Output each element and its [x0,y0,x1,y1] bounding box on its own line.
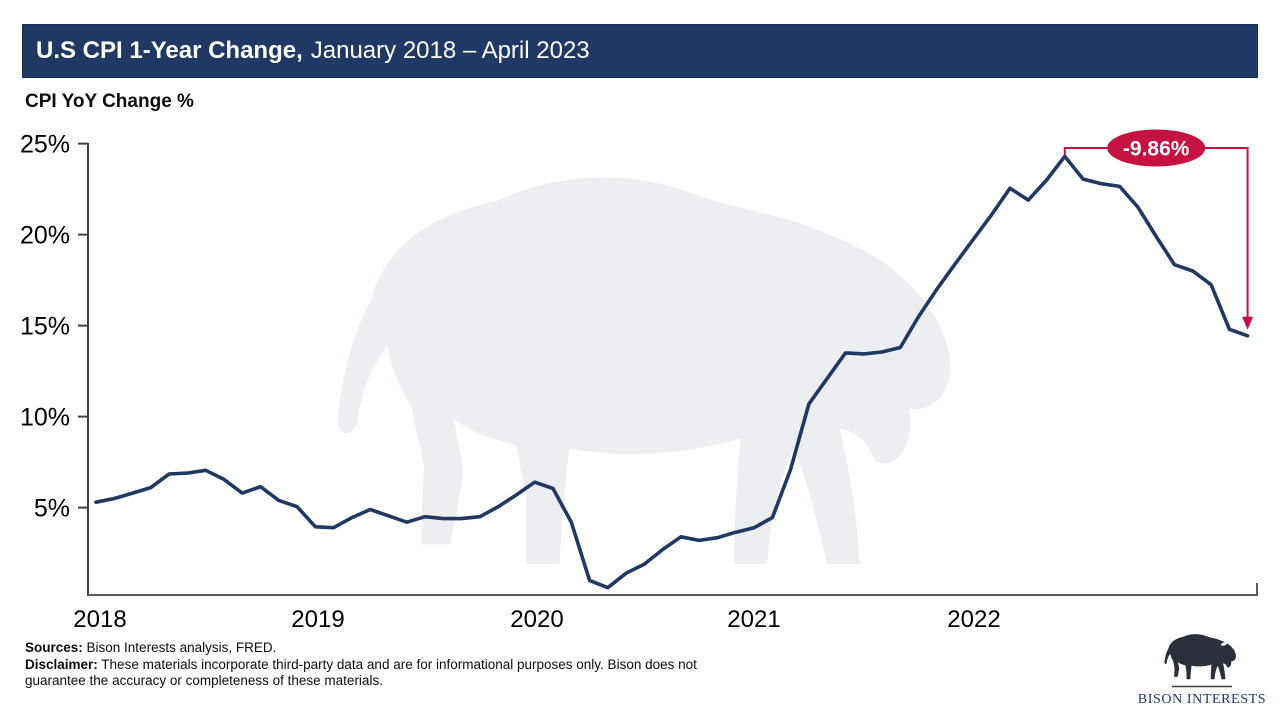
y-tick-label-20: 20% [20,222,70,250]
y-axis-title: CPI YoY Change % [25,91,194,112]
axes: 25% 20% 15% 10% 5% 2018 2019 2020 2021 2… [20,131,1258,633]
x-tick-label-2021: 2021 [727,606,780,633]
disclaimer-text-1: These materials incorporate third-party … [97,656,697,672]
disclaimer-line-1: Disclaimer: These materials incorporate … [25,657,767,674]
disclaimer-line-2: guarantee the accuracy or completeness o… [25,673,767,690]
y-tick-label-10: 10% [20,404,70,432]
cpi-data-line [94,154,1250,590]
disclaimer-text-2: guarantee the accuracy or completeness o… [25,673,383,688]
y-tick-labels: 25% 20% 15% 10% 5% [20,131,70,523]
sources-text: Bison Interests analysis, FRED. [82,640,277,655]
x-tick-label-2020: 2020 [510,606,563,633]
disclaimer-label: Disclaimer: [25,656,98,672]
sources-label: Sources: [25,640,83,655]
drop-annotation: -9.86% [1063,129,1254,330]
annotation-ellipse [1107,129,1206,167]
bison-watermark [337,177,951,564]
logo-wordmark: BISON INTERESTS [1138,692,1266,707]
footer-notes: Sources: Bison Interests analysis, FRED.… [25,640,767,690]
logo-bison-horn [1220,642,1228,646]
y-tick-label-25: 25% [20,131,70,159]
y-tick-label-15: 15% [20,313,70,341]
logo-bison-icon [1164,634,1236,680]
annotation-value-label: -9.86% [1123,138,1190,161]
x-tick-label-2018: 2018 [73,606,126,633]
bison-interests-logo: BISON INTERESTS [1138,634,1266,707]
page-title: U.S CPI 1-Year Change, [36,37,303,64]
page-title-period: January 2018 – April 2023 [310,37,590,64]
x-tick-label-2019: 2019 [291,606,344,633]
x-tick-labels: 2018 2019 2020 2021 2022 [73,606,1000,633]
title-bar: U.S CPI 1-Year Change, January 2018 – Ap… [22,24,1258,78]
y-ticks [78,142,88,509]
sources-line: Sources: Bison Interests analysis, FRED. [25,640,767,657]
y-tick-label-5: 5% [34,495,70,523]
x-tick-label-2022: 2022 [947,606,1000,633]
annotation-arrowhead [1242,316,1254,330]
